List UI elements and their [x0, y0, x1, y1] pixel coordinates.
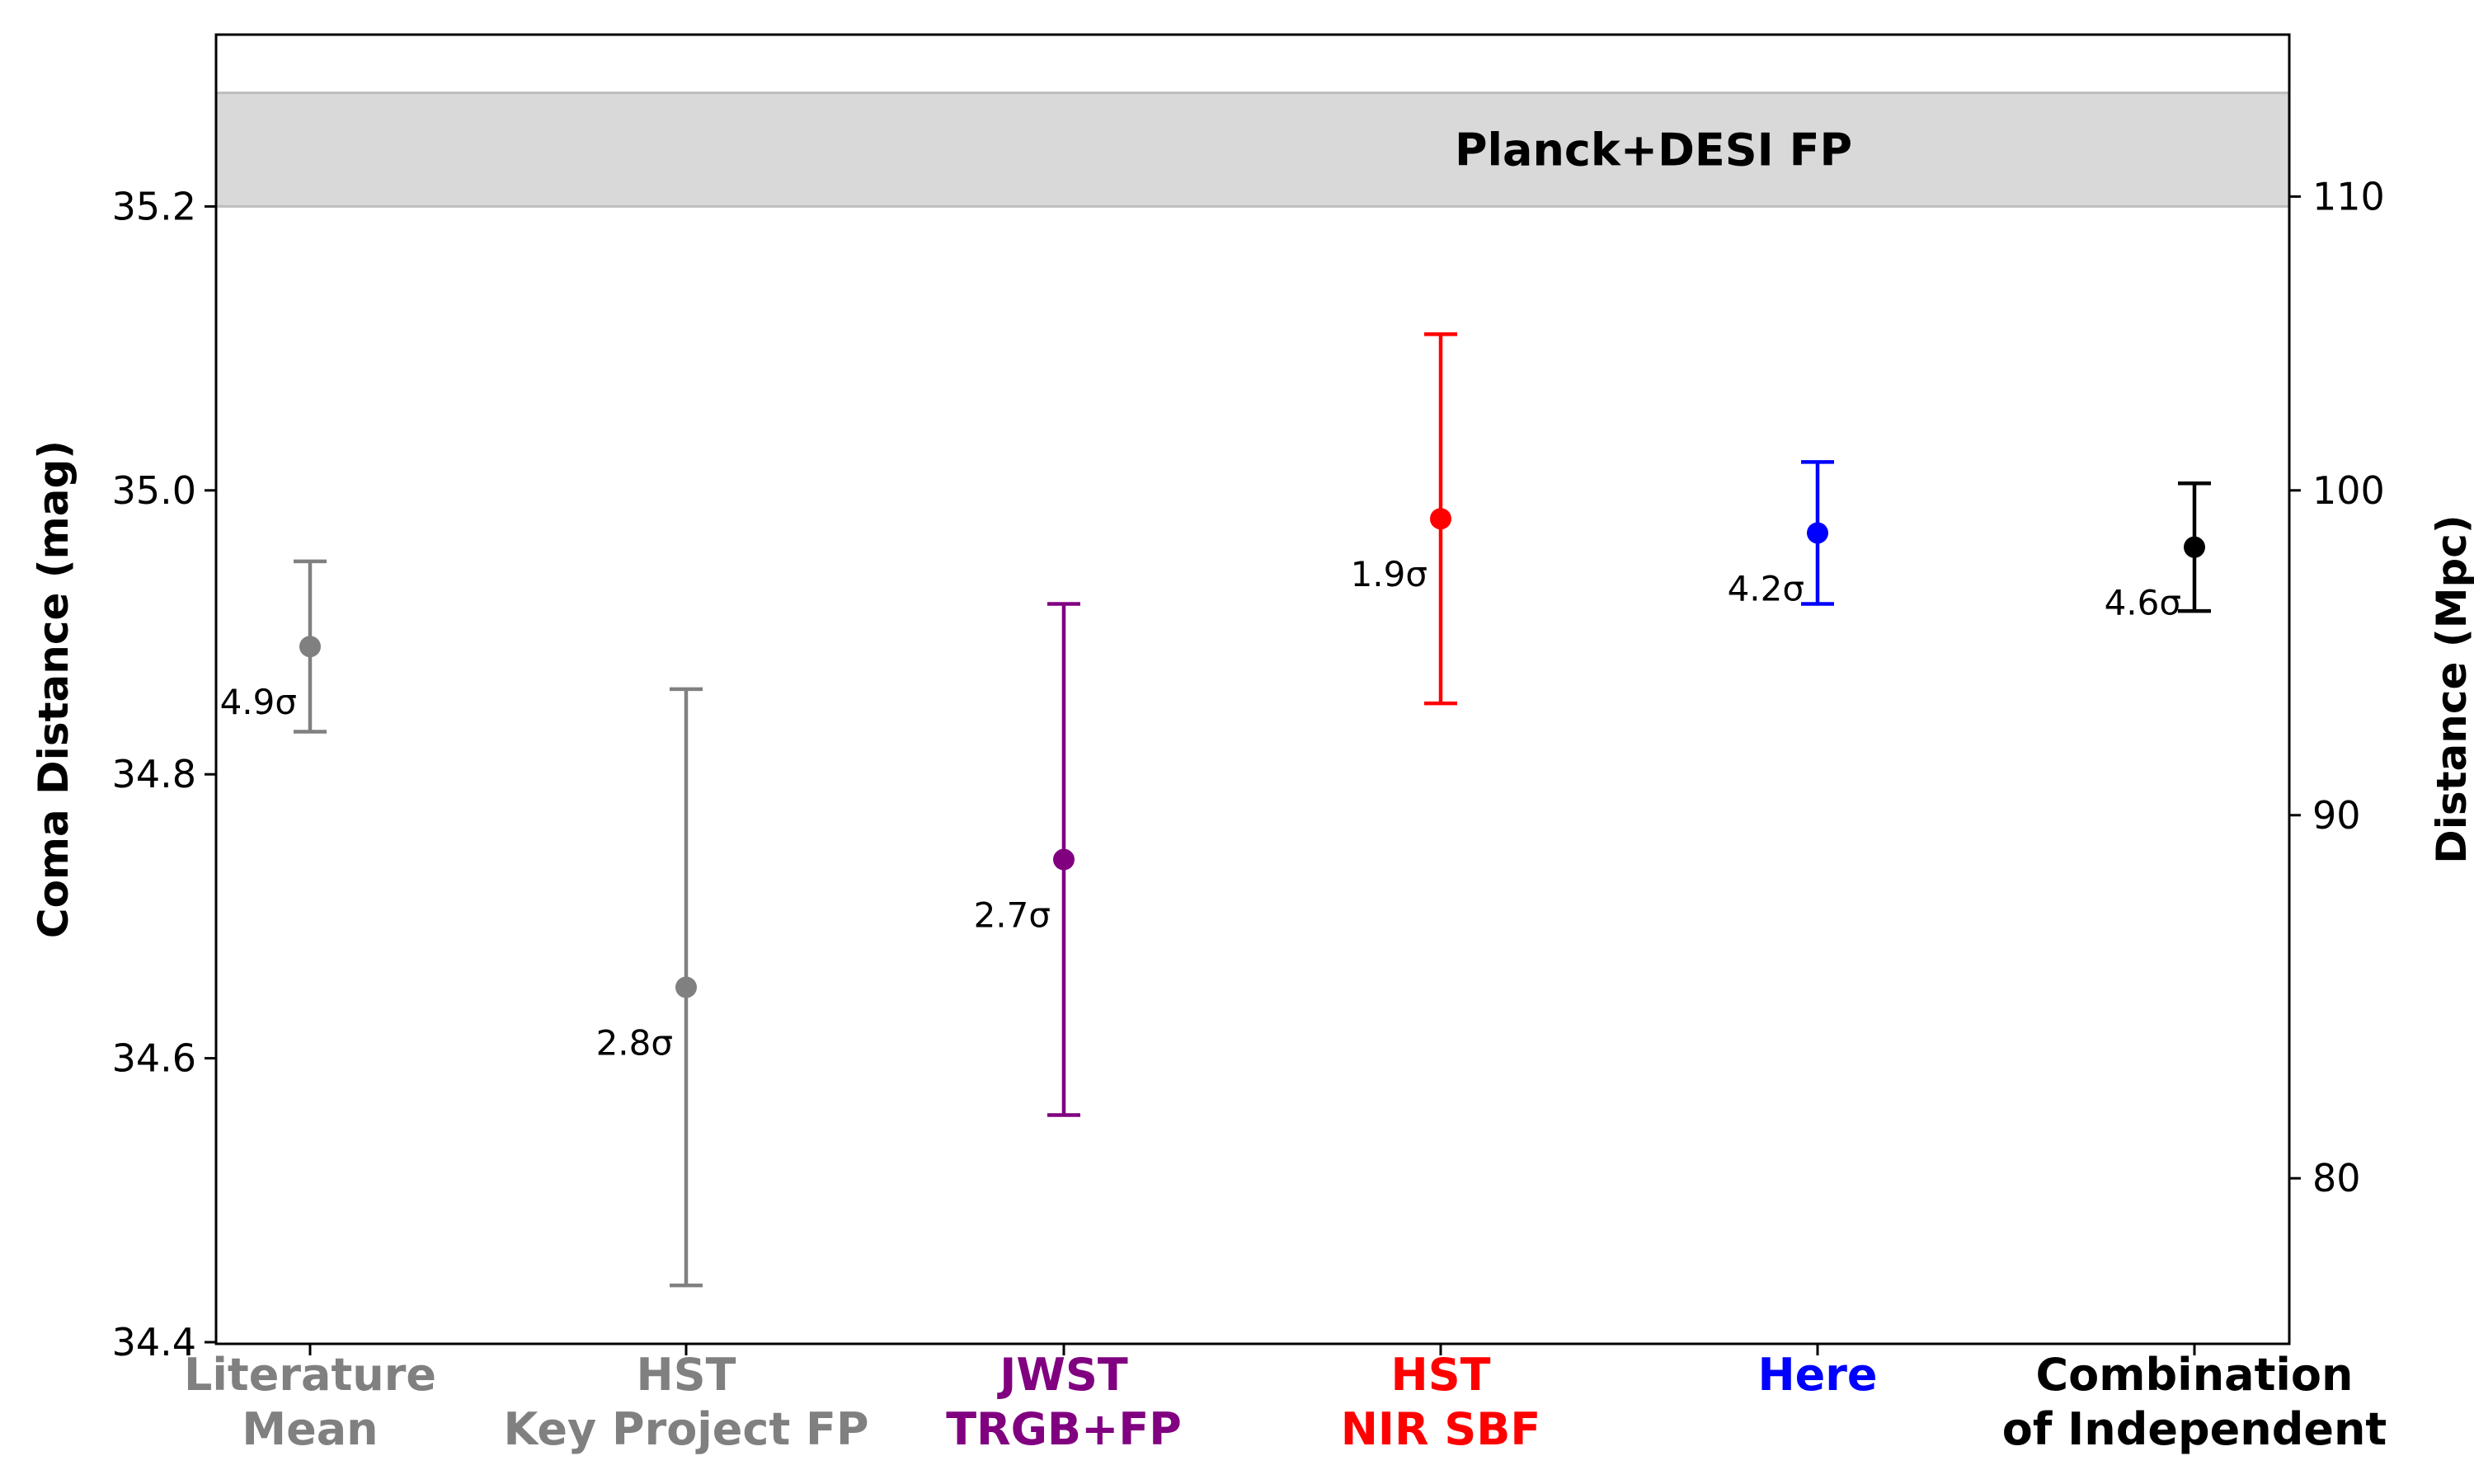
right-tick-label: 110	[2312, 174, 2385, 218]
left-tick-label: 34.6	[112, 1036, 196, 1081]
right-tick-label: 80	[2312, 1156, 2361, 1200]
data-point-group: 4.6σ	[2105, 481, 2211, 623]
category-label: Here	[1757, 1349, 1877, 1401]
tension-label: 1.9σ	[1351, 554, 1427, 594]
category-label: TRGB+FP	[946, 1403, 1182, 1455]
category-label: NIR SBF	[1341, 1403, 1541, 1455]
data-point-marker	[299, 636, 321, 658]
data-point-group: 4.9σ	[220, 559, 327, 734]
right-tick-label: 90	[2312, 793, 2361, 838]
category-label: HST	[1391, 1349, 1491, 1401]
tension-label: 4.6σ	[2105, 583, 2181, 623]
category-label: Key Project FP	[503, 1403, 868, 1455]
left-tick-label: 35.2	[112, 184, 196, 228]
data-points-layer: 4.9σ 2.8σ 2.7σ 1.9σ 4.2σ 4.6σ	[220, 332, 2211, 1288]
planck-desi-band	[216, 92, 2289, 207]
tension-label: 2.7σ	[974, 895, 1051, 936]
tension-label: 4.9σ	[220, 682, 297, 722]
data-point-marker	[675, 976, 697, 998]
tension-label: 4.2σ	[1728, 568, 1804, 608]
data-point-marker	[1430, 508, 1451, 530]
y-axis-title-right: Distance (Mpc)	[2428, 514, 2474, 864]
data-point-group: 4.2σ	[1728, 460, 1834, 608]
category-label: Literature	[184, 1349, 436, 1401]
data-point-group: 2.8σ	[596, 687, 703, 1288]
category-label: of Independent	[2002, 1403, 2387, 1455]
right-tick-label: 100	[2312, 468, 2385, 513]
right-y-axis: 80 90 100 110	[2289, 174, 2385, 1200]
band-label: Planck+DESI FP	[1455, 124, 1852, 176]
data-point-marker	[1807, 522, 1828, 544]
category-label: HST	[637, 1349, 736, 1401]
category-label: Mean	[242, 1403, 378, 1455]
planck-desi-band-layer: Planck+DESI FP	[216, 92, 2289, 208]
category-label: Combination	[2036, 1349, 2354, 1401]
y-axis-title-left: Coma Distance (mag)	[30, 440, 78, 938]
category-label: JWST	[996, 1349, 1128, 1401]
plot-frame	[214, 33, 2291, 1345]
data-point-marker	[2184, 536, 2205, 558]
left-tick-label: 34.8	[112, 752, 196, 796]
left-tick-label: 34.4	[112, 1320, 196, 1364]
left-y-axis: 34.4 34.6 34.8 35.0 35.2	[112, 184, 216, 1364]
tension-label: 2.8σ	[596, 1023, 673, 1064]
data-point-group: 1.9σ	[1351, 332, 1457, 706]
data-point-group: 2.7σ	[974, 602, 1080, 1117]
data-point-marker	[1053, 848, 1075, 871]
left-tick-label: 35.0	[112, 468, 196, 513]
